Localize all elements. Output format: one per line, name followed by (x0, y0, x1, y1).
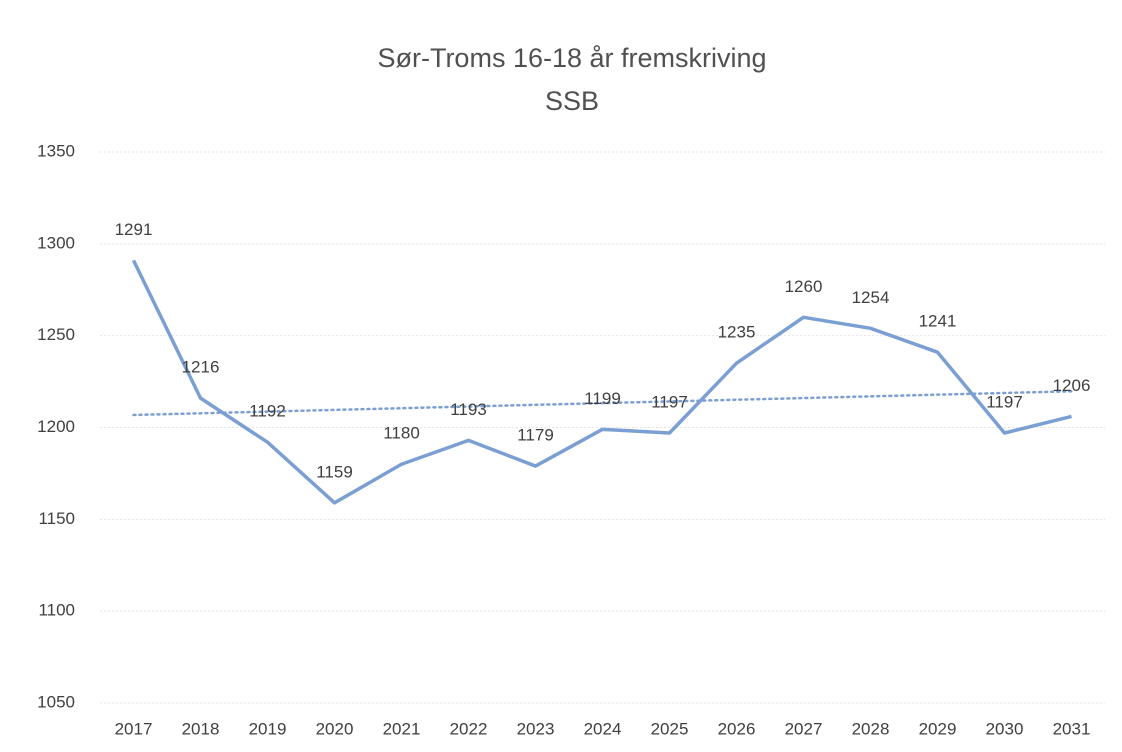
x-tick-label: 2018 (182, 719, 220, 738)
data-label: 1197 (986, 392, 1023, 411)
data-label: 1260 (785, 277, 823, 296)
data-label: 1159 (316, 462, 353, 481)
line-series (131, 259, 1072, 505)
data-label: 1193 (450, 400, 487, 419)
y-tick-label: 1350 (37, 141, 75, 160)
x-tick-label: 2020 (316, 719, 354, 738)
data-label: 1291 (115, 220, 153, 239)
data-label: 1241 (919, 312, 957, 331)
x-tick-label: 2025 (651, 719, 689, 738)
data-label: 1192 (249, 402, 286, 421)
chart-subtitle: SSB (545, 86, 599, 116)
y-tick-label: 1150 (38, 509, 75, 528)
x-tick-label: 2019 (249, 719, 287, 738)
data-label: 1235 (718, 323, 756, 342)
y-tick-label: 1250 (37, 325, 75, 344)
trendline (132, 390, 1073, 417)
x-tick-label: 2029 (919, 719, 957, 738)
data-label: 1179 (517, 426, 554, 445)
y-tick-label: 1200 (37, 417, 75, 436)
x-tick-label: 2026 (718, 719, 756, 738)
chart-title: Sør-Troms 16-18 år fremskriving (377, 43, 766, 73)
data-label: 1197 (651, 392, 688, 411)
x-tick-label: 2022 (450, 719, 488, 738)
y-tick-label: 1100 (38, 601, 75, 620)
x-tick-label: 2031 (1053, 719, 1091, 738)
x-tick-label: 2017 (115, 719, 153, 738)
x-tick-label: 2021 (383, 719, 421, 738)
x-tick-label: 2030 (986, 719, 1024, 738)
x-tick-label: 2027 (785, 719, 823, 738)
x-tick-label: 2024 (584, 719, 622, 738)
y-tick-label: 1300 (37, 233, 75, 252)
data-label: 1180 (383, 424, 420, 443)
y-tick-label: 1050 (37, 692, 75, 711)
x-tick-label: 2028 (852, 719, 890, 738)
data-label: 1206 (1053, 376, 1091, 395)
data-label: 1216 (182, 358, 220, 377)
x-tick-label: 2023 (517, 719, 555, 738)
data-label: 1254 (852, 288, 890, 307)
data-label: 1199 (584, 389, 621, 408)
